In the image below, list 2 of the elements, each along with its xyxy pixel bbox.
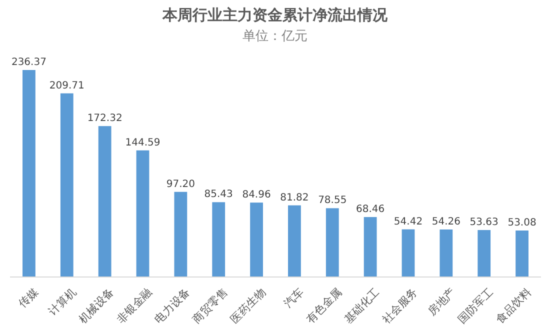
subtitle: 单位：亿元	[242, 29, 308, 44]
title: 本周行业主力资金累计净流出情况	[162, 6, 388, 24]
